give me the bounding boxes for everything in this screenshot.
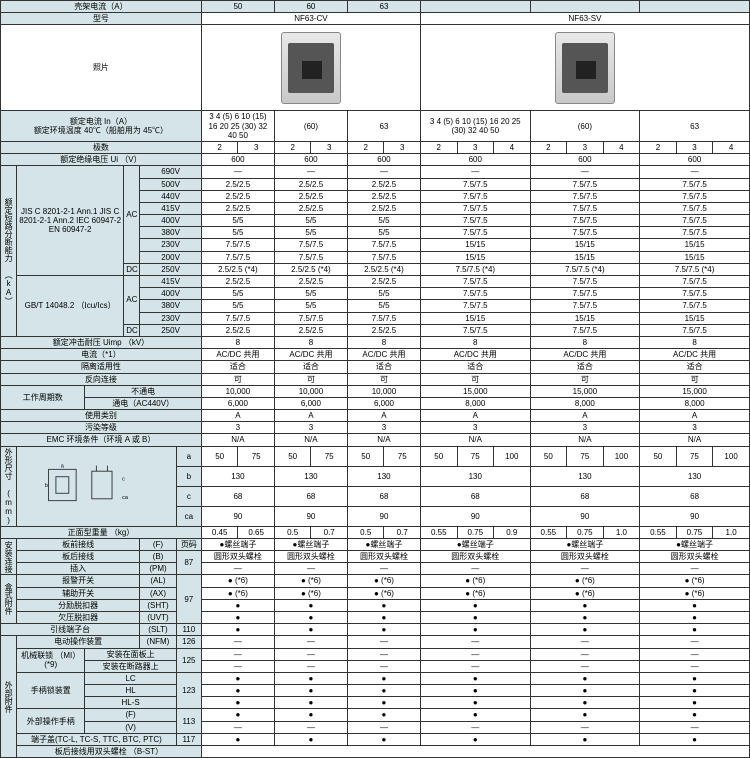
- breaker-image-2: [555, 32, 615, 104]
- row-dim-a: 外形尺寸 (mm) abcca a 507550755075 507510050…: [1, 446, 750, 466]
- breaker-image-1: [281, 32, 341, 104]
- svg-text:b: b: [45, 483, 48, 489]
- dimension-diagram: a b c ca: [16, 446, 176, 526]
- row-break-690: 额定短路分断能力 （kA） JIS C 8201-2-1 Ann.1 JIS C…: [1, 166, 750, 178]
- row-uimp: 额定冲击耐压 Uimp （kV）888888: [1, 336, 750, 348]
- svg-text:a: a: [61, 464, 65, 470]
- row-ui: 额定绝缘电压 Ui （V） 600600600 600600600: [1, 154, 750, 166]
- svg-text:c: c: [122, 476, 125, 482]
- row-rated-current: 额定电流 In（A）额定环境温度 40℃（船舶用为 45℃） 3 4 (5) 6…: [1, 111, 750, 142]
- row-poles: 极数 23 23 23 234 234 234: [1, 141, 750, 153]
- row-frame-current: 壳架电流（A） 50 60 63: [1, 1, 750, 13]
- row-photo: 照片: [1, 25, 750, 111]
- spec-table: 壳架电流（A） 50 60 63 型号 NF63-CV NF63-SV 照片 额…: [0, 0, 750, 758]
- svg-text:ca: ca: [122, 495, 129, 501]
- row-model: 型号 NF63-CV NF63-SV: [1, 13, 750, 25]
